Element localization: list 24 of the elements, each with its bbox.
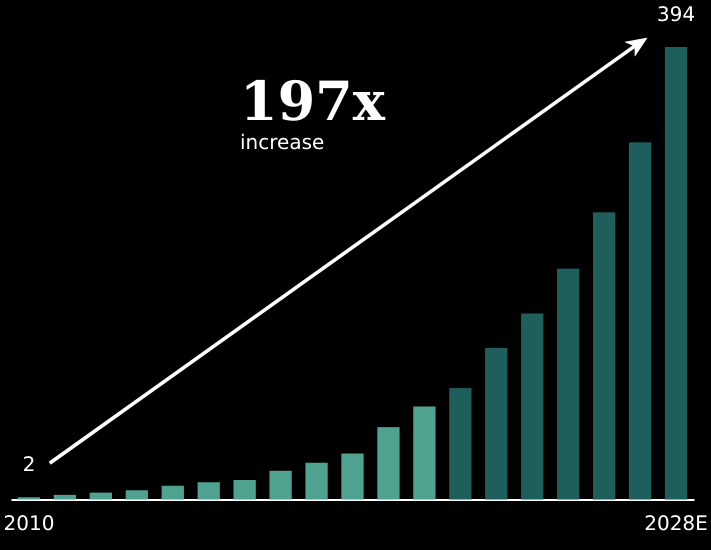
bar (305, 462, 328, 500)
x-tick-label: 2028E (644, 511, 708, 535)
annotation: 197x (240, 69, 386, 133)
bar (485, 348, 508, 500)
bar (557, 268, 580, 500)
bar (162, 486, 184, 500)
bar (628, 142, 652, 500)
bar (126, 490, 148, 500)
bar (592, 212, 616, 500)
bar (269, 470, 292, 500)
bar (413, 406, 436, 500)
bar (198, 482, 220, 500)
bar (341, 454, 364, 500)
bar (377, 427, 400, 500)
bar (449, 388, 472, 500)
bar (521, 313, 544, 500)
data-label: 2 (22, 452, 36, 476)
x-tick-label: 2010 (4, 511, 54, 535)
bar (234, 480, 256, 500)
bar (664, 47, 688, 500)
bar (90, 492, 112, 500)
bar (54, 494, 76, 500)
annotation: increase (240, 130, 324, 154)
data-label: 394 (656, 2, 696, 26)
